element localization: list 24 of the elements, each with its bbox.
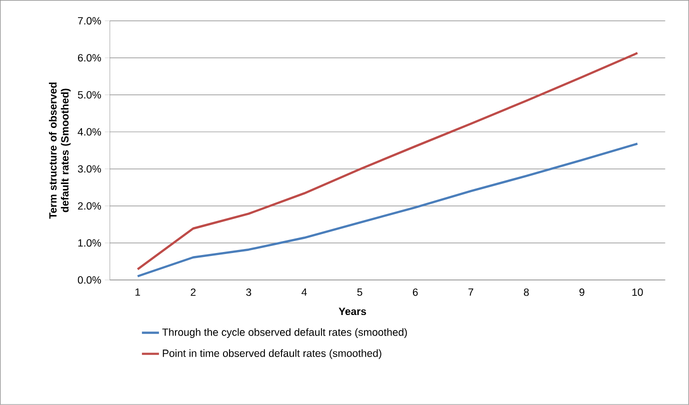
y-tick-label: 1.0% <box>78 239 101 247</box>
x-tick-label: 3 <box>246 288 252 296</box>
x-tick-label: 6 <box>412 288 418 296</box>
x-tick-label: 10 <box>632 288 643 296</box>
x-tick-label: 7 <box>468 288 474 296</box>
y-tick-label: 7.0% <box>78 17 101 25</box>
y-tick-label: 2.0% <box>78 202 101 210</box>
legend-label: Point in time observed default rates (smoothed) <box>162 349 382 360</box>
y-tick-label: 4.0% <box>78 128 101 136</box>
x-tick-label: 9 <box>579 288 584 296</box>
y-tick-label: 6.0% <box>78 54 101 62</box>
y-tick-label: 3.0% <box>78 165 101 173</box>
x-tick-label: 8 <box>524 288 529 296</box>
line-series <box>136 52 639 270</box>
legend-label: Through the cycle observed default rates (smoothed) <box>162 328 407 338</box>
line-series <box>136 142 639 278</box>
x-tick-label: 2 <box>190 288 196 296</box>
y-tick-label: 5.0% <box>78 91 101 99</box>
x-tick-label: 4 <box>302 288 307 296</box>
y-axis-title: Term structure of observed default rates (Smoothed) <box>48 82 71 219</box>
x-tick-label: 5 <box>357 288 362 296</box>
x-tick-label: 1 <box>136 288 140 296</box>
y-tick-label: 0.0% <box>78 276 101 284</box>
x-axis-title: Years <box>338 308 366 316</box>
